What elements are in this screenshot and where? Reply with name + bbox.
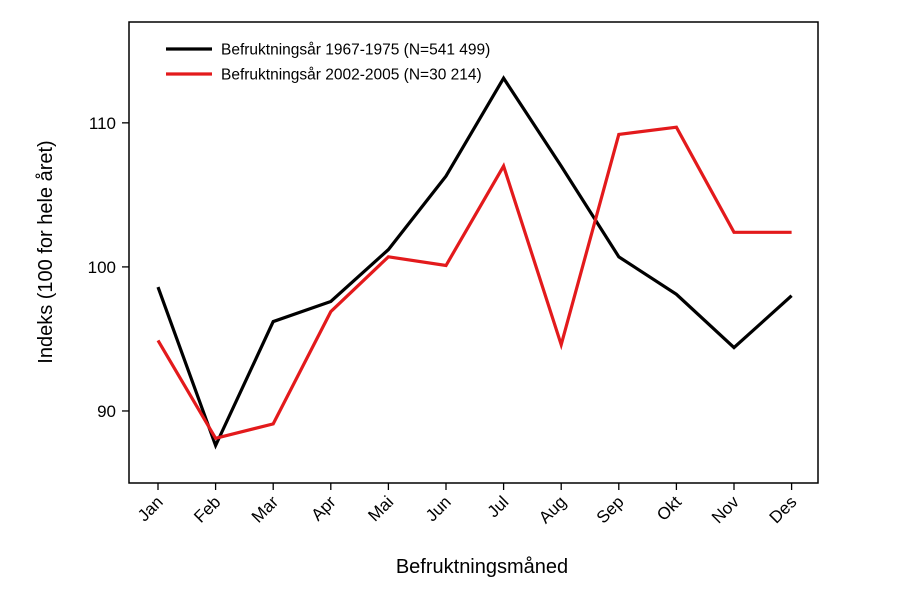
x-tick-label-feb: Feb [190, 492, 224, 526]
x-tick-label-jan: Jan [134, 492, 167, 525]
x-tick-label-mar: Mar [248, 492, 282, 526]
y-tick-label-110: 110 [89, 114, 116, 133]
x-axis-title: Befruktningsmåned [396, 556, 568, 578]
x-tick-label-nov: Nov [708, 492, 743, 527]
x-tick-label-apr: Apr [307, 492, 339, 524]
x-tick-label-mai: Mai [364, 492, 397, 525]
series-line-1 [156, 75, 793, 450]
x-tick-label-okt: Okt [653, 492, 685, 524]
legend-label-2: Befruktningsår 2002-2005 (N=30 214) [221, 67, 482, 84]
x-axis: Jan Feb Mar Apr Mai Jun Jul Aug Sep Okt Nov Des [134, 483, 800, 527]
legend-label-1: Befruktningsår 1967-1975 (N=541 499) [221, 42, 490, 59]
plot-frame [128, 21, 819, 484]
x-tick-label-sep: Sep [593, 492, 628, 527]
series-line-2 [156, 125, 792, 441]
y-tick-label-90: 90 [97, 402, 116, 421]
y-tick-label-100: 100 [88, 258, 116, 277]
y-axis: 90 100 110 [88, 114, 129, 421]
series-lines [156, 75, 793, 450]
x-tick-label-jun: Jun [422, 492, 455, 525]
legend: Befruktningsår 1967-1975 (N=541 499) Befr… [166, 42, 490, 84]
y-axis-title: Indeks (100 for hele året) [35, 140, 57, 363]
x-tick-label-jul: Jul [484, 492, 513, 521]
x-tick-label-des: Des [766, 492, 801, 527]
x-tick-label-aug: Aug [535, 492, 570, 527]
